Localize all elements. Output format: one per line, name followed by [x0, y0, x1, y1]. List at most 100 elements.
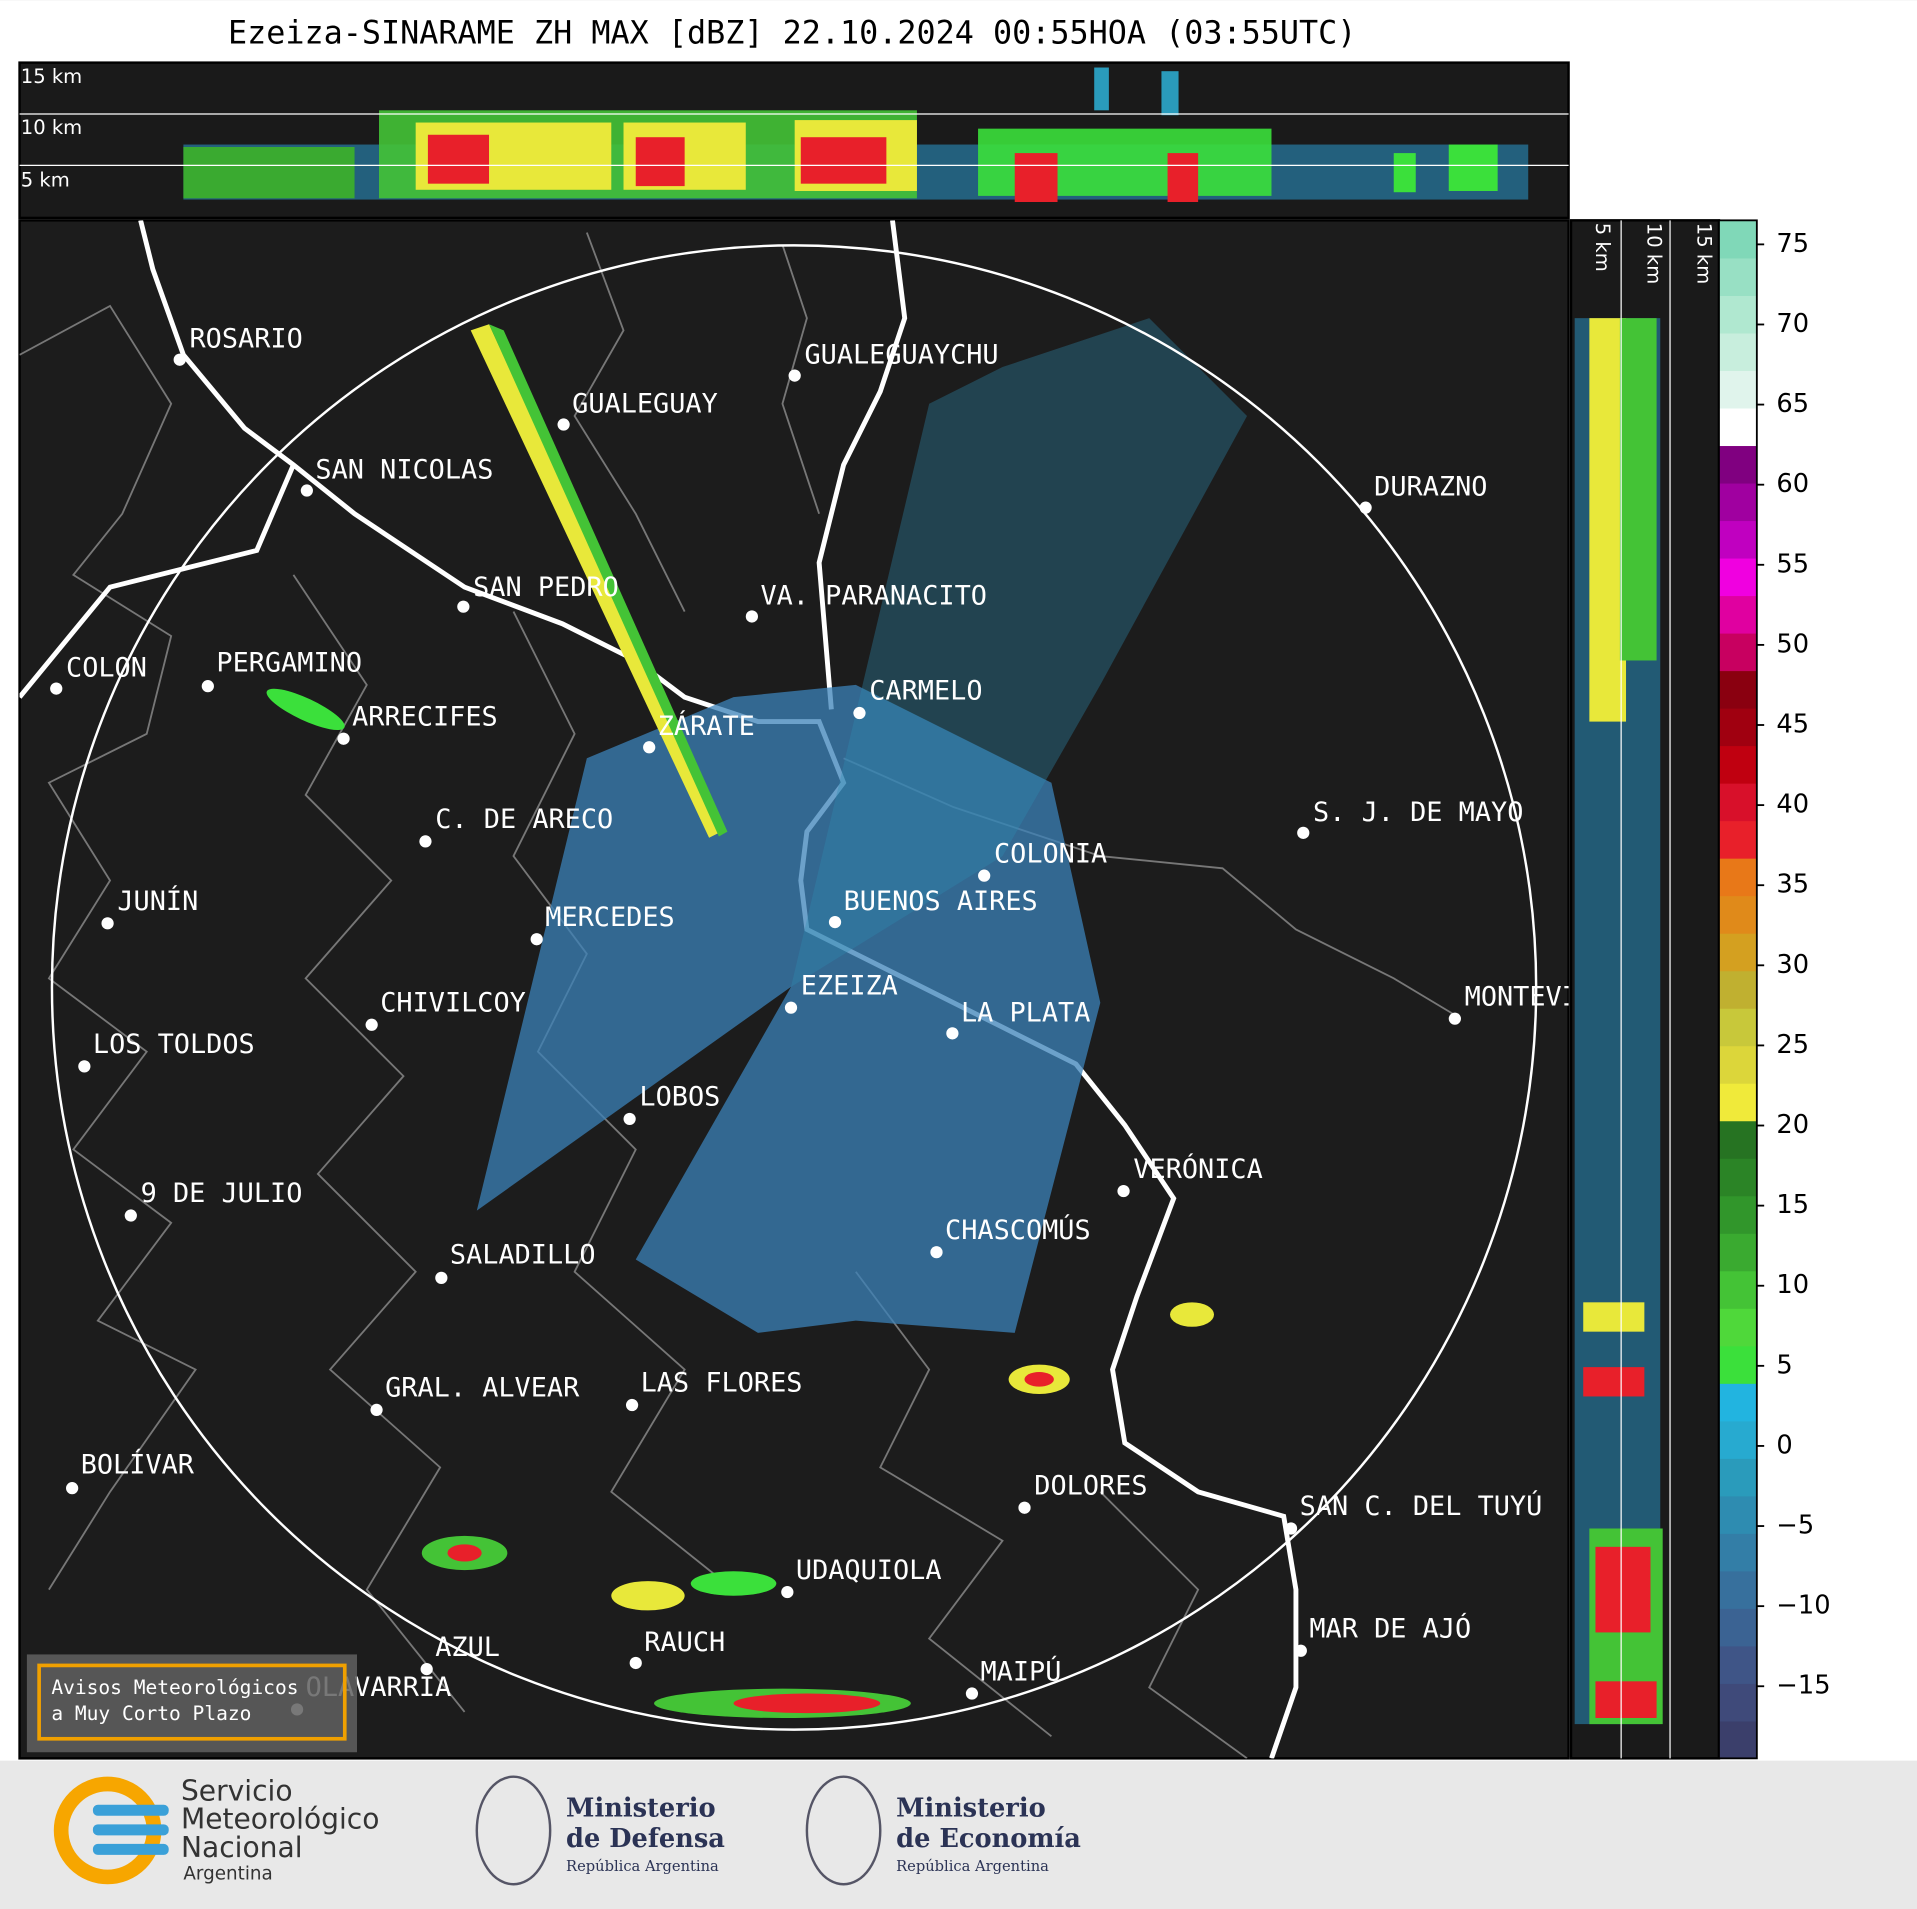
colorbar-band: [1718, 557, 1757, 597]
map-panel: ROSARIO GUALEGUAYCHU GUALEGUAY SAN NICOLAS D…: [18, 219, 1570, 1760]
city-label: COLONIA: [994, 838, 1107, 869]
colorbar-band: [1718, 407, 1757, 447]
colorbar-band: [1718, 1720, 1757, 1759]
colorbar-band: [1718, 745, 1757, 784]
logo-text: Meteorológico: [181, 1803, 380, 1836]
notice-box[interactable]: [37, 1663, 347, 1741]
side-echo: [1589, 318, 1627, 722]
city-dot: [1294, 1644, 1307, 1657]
height-label: 5 km: [21, 169, 70, 192]
colorbar-tick-label: 65: [1776, 389, 1809, 419]
city-label: MAR DE AJÓ: [1309, 1612, 1471, 1644]
range-ring: [50, 244, 1538, 1731]
smn-logo: Servicio Meteorológico Nacional Argentin…: [53, 1775, 380, 1884]
notice-line: a Muy Corto Plazo: [51, 1702, 251, 1725]
city-dot: [1448, 1012, 1461, 1025]
city-dot: [337, 732, 350, 745]
colorbar-tick-label: 0: [1776, 1430, 1792, 1460]
city-dot: [201, 680, 214, 693]
city-label: SAN NICOLAS: [315, 454, 493, 485]
city-dot: [625, 1398, 639, 1412]
colorbar-band: [1718, 1683, 1757, 1722]
colorbar-tick-label: 55: [1776, 549, 1809, 579]
colorbar-band: [1718, 1570, 1757, 1609]
height-label: 10 km: [21, 116, 82, 139]
city-label: EZEIZA: [801, 970, 898, 1001]
colorbar-tick-label: 5: [1776, 1350, 1792, 1380]
colorbar-band: [1718, 445, 1757, 484]
city-label: CHIVILCOY: [380, 988, 526, 1019]
city-dot: [1359, 501, 1372, 514]
colorbar: −15 −10 −5 0 5 10 15 20 25 30 35 40 45 50 55 60 65 70 75: [1718, 219, 1831, 1760]
colorbar-band: [1718, 257, 1757, 296]
side-echo: [1595, 1546, 1651, 1633]
city-dot: [300, 484, 313, 497]
city-label: 9 DE JULIO: [141, 1178, 303, 1209]
city-label: C. DE ARECO: [435, 804, 613, 835]
city-dot: [784, 1001, 798, 1014]
colorbar-tick-label: −10: [1776, 1591, 1830, 1621]
colorbar-band: [1718, 1420, 1757, 1459]
colorbar-tick-label: 25: [1776, 1030, 1809, 1060]
colorbar-band: [1718, 1158, 1757, 1197]
colorbar-tick-label: 10: [1776, 1270, 1809, 1300]
city-dot: [124, 1209, 137, 1222]
defensa-logo: Ministerio de Defensa República Argentin…: [475, 1775, 725, 1886]
height-label: 10 km: [1642, 223, 1665, 284]
colorbar-band: [1718, 1120, 1757, 1159]
colorbar-band: [1718, 1645, 1757, 1684]
city-dot: [530, 933, 543, 946]
city-label: BOLÍVAR: [81, 1449, 195, 1481]
colorbar-band: [1718, 370, 1757, 409]
city-label: LOS TOLDOS: [93, 1029, 255, 1060]
side-echo: [1583, 1367, 1645, 1397]
city-label: SAN C. DEL TUYÚ: [1300, 1490, 1543, 1522]
colorbar-band: [1718, 1083, 1757, 1122]
colorbar-band: [1718, 595, 1757, 634]
city-dot: [365, 1018, 378, 1031]
logo-text: de Defensa: [566, 1824, 725, 1854]
footer-background: [0, 1760, 1917, 1909]
city-label: LAS FLORES: [641, 1368, 803, 1399]
colorbar-tick-label: 35: [1776, 870, 1809, 900]
city-label: MAIPÚ: [981, 1655, 1062, 1687]
colorbar-band: [1718, 858, 1757, 897]
city-label: CARMELO: [869, 676, 982, 707]
colorbar-frame: [1718, 219, 1758, 1760]
city-label: COLON: [66, 653, 147, 684]
city-label: MERCEDES: [545, 902, 674, 933]
colorbar-band: [1718, 520, 1757, 559]
city-dot: [781, 1585, 794, 1599]
logo-text: Nacional: [181, 1831, 303, 1864]
colorbar-band: [1718, 1308, 1757, 1347]
height-label: 15 km: [21, 65, 82, 88]
colorbar-band: [1718, 295, 1757, 334]
city-label: LOBOS: [639, 1082, 720, 1113]
city-dot: [745, 610, 758, 623]
colorbar-tick-label: 70: [1776, 309, 1809, 339]
city-dot: [435, 1271, 448, 1284]
colorbar-band: [1718, 820, 1757, 859]
colorbar-tick-label: 40: [1776, 790, 1809, 820]
city-dot: [1297, 826, 1310, 839]
colorbar-tick-label: 75: [1776, 229, 1809, 259]
colorbar-band: [1718, 1533, 1757, 1572]
city-dot: [419, 835, 432, 848]
city-label: SALADILLO: [450, 1239, 596, 1270]
colorbar-band: [1718, 1233, 1757, 1272]
colorbar-band: [1718, 1345, 1757, 1384]
city-label: ARRECIFES: [352, 701, 498, 732]
cities: ROSARIO GUALEGUAYCHU GUALEGUAY SAN NICOLAS D…: [50, 324, 1569, 1716]
colorbar-band: [1718, 783, 1757, 822]
side-panel: 5 km 10 km 15 km: [1569, 219, 1721, 1760]
notice-line: Avisos Meteorológicos: [51, 1676, 298, 1699]
city-label: ZÁRATE: [658, 710, 755, 742]
height-label: 15 km: [1693, 223, 1716, 284]
colorbar-band: [1718, 933, 1757, 972]
colorbar-band: [1718, 220, 1757, 259]
city-label: S. J. DE MAYO: [1313, 797, 1523, 828]
top-echoes: [183, 67, 1529, 203]
city-label: CHASCOMÚS: [945, 1214, 1091, 1246]
colorbar-band: [1718, 1045, 1757, 1084]
